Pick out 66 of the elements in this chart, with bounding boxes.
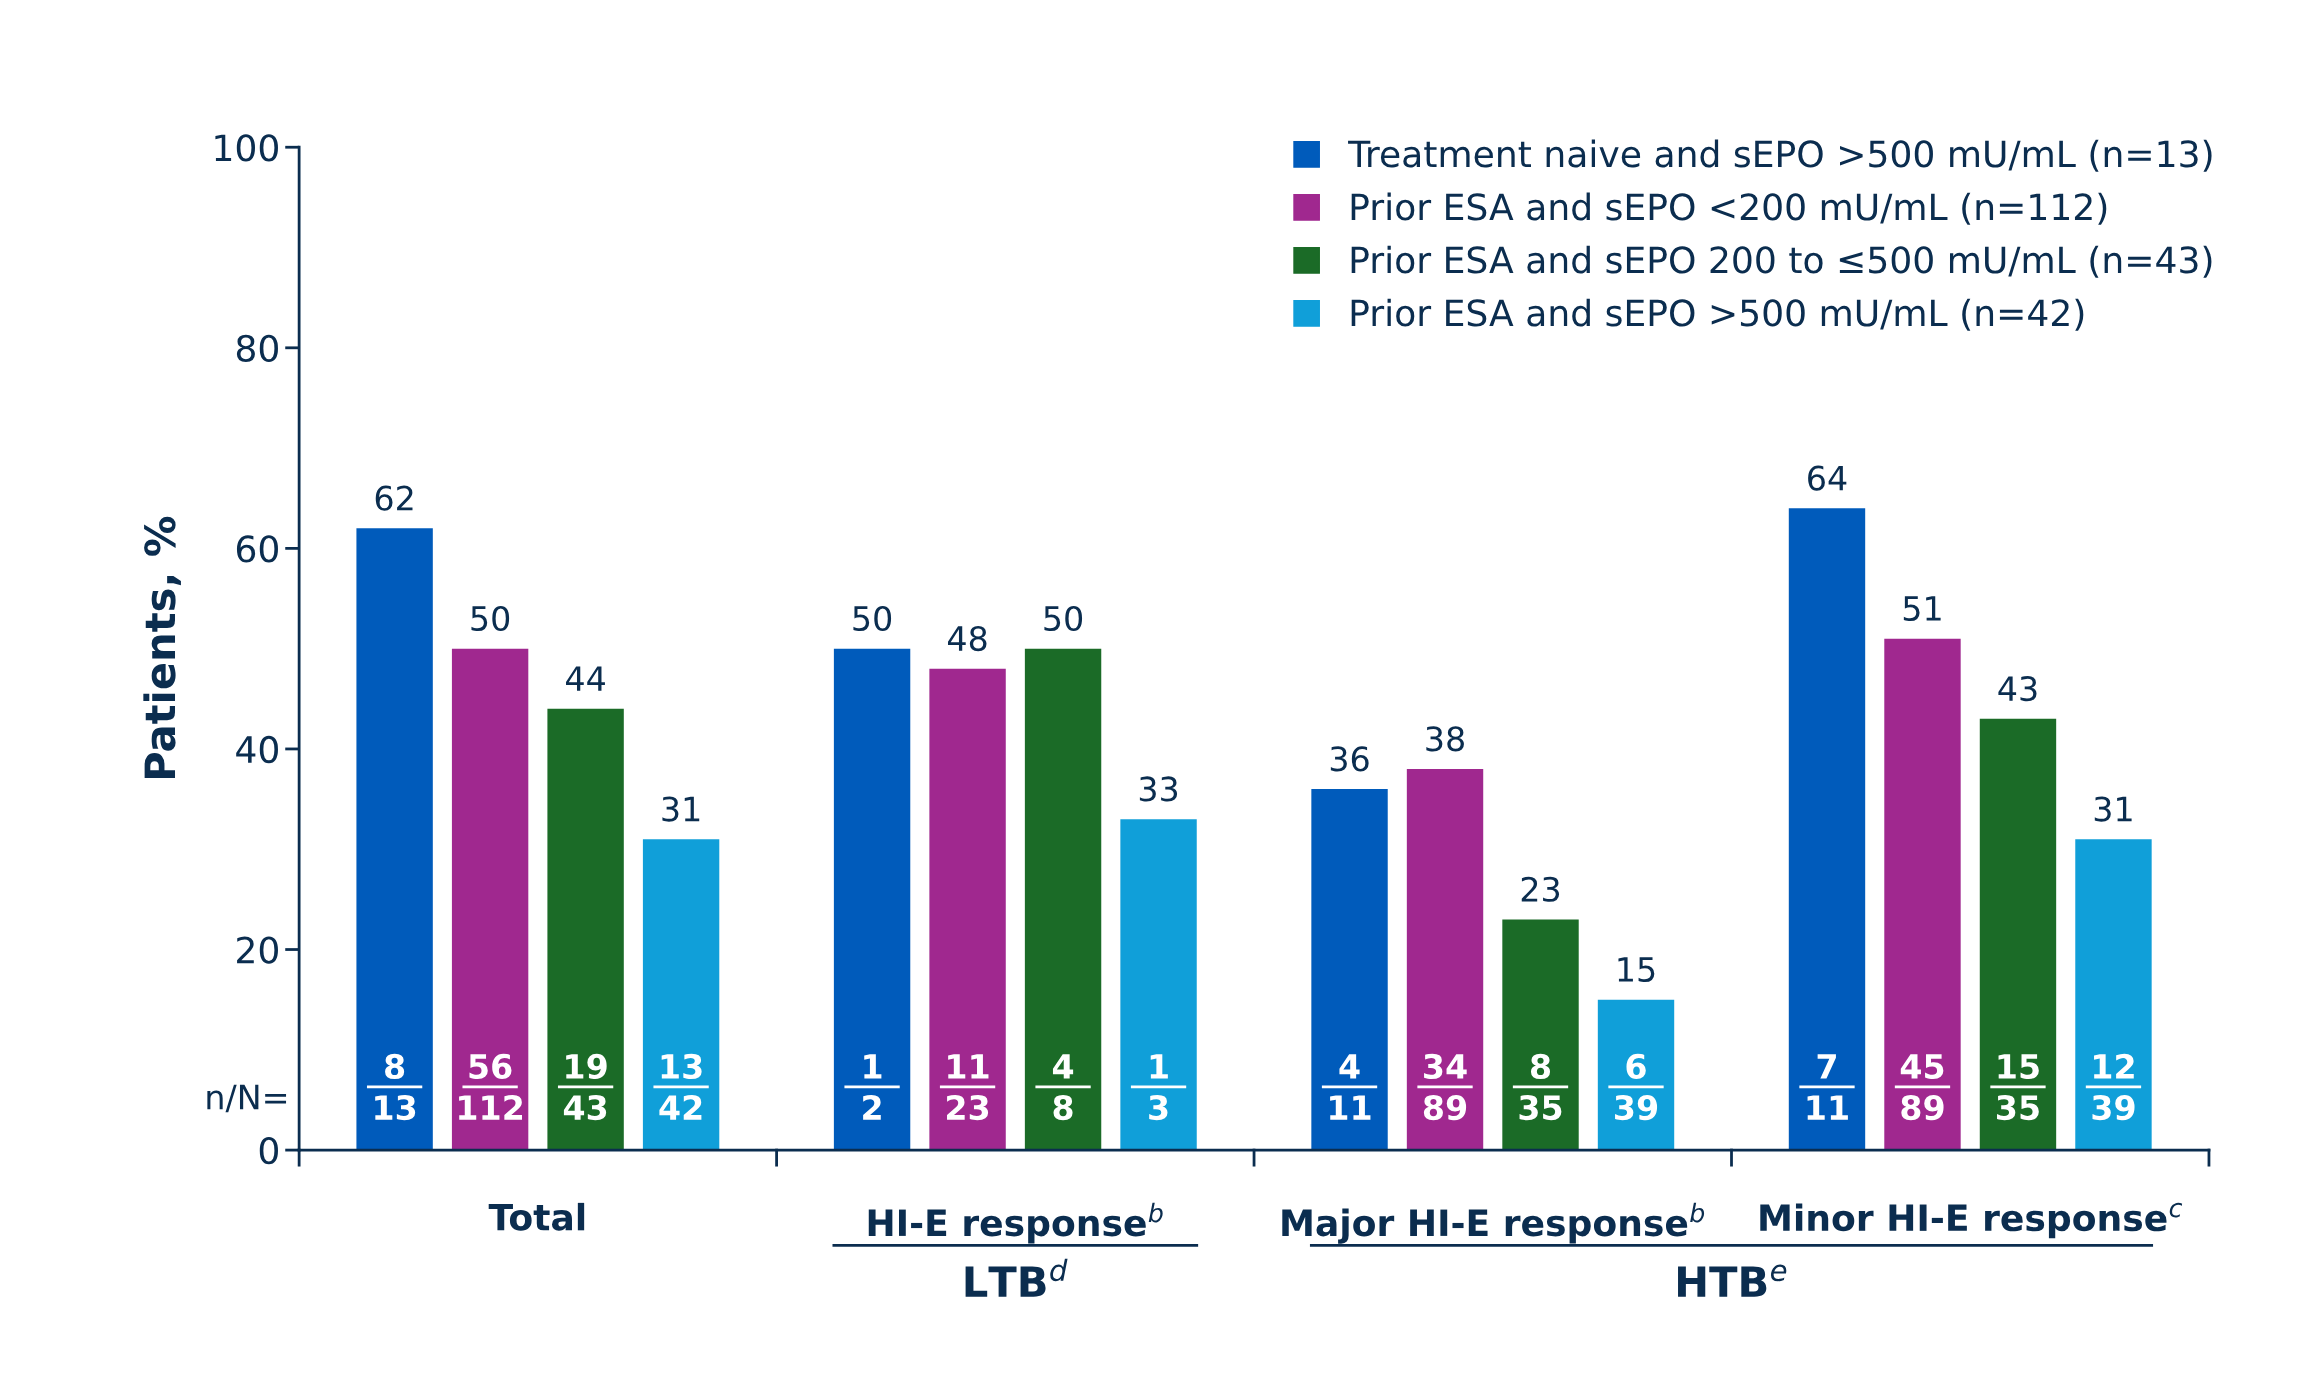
y-tick-label: 20 [237, 936, 278, 964]
bar [1024, 648, 1102, 1151]
bar [547, 708, 624, 1151]
annotation: 4 8 [1052, 1054, 1074, 1121]
legend-label: Prior ESA and sEPO >500 mU/mL (n=42) [1351, 298, 2084, 331]
data-label: 50 [1044, 605, 1083, 632]
bar [451, 648, 529, 1151]
text: LTB$^{d}$ [965, 1258, 1068, 1297]
annotation: 11 23 [947, 1054, 989, 1121]
y-tick-label: 80 [236, 334, 278, 363]
bar [833, 648, 911, 1151]
y-tick-label: 100 [215, 134, 278, 162]
data-label: 15 [1618, 957, 1655, 983]
annotation: 56 112 [459, 1053, 523, 1120]
data-label: 62 [375, 485, 413, 511]
legend-label: Prior ESA and sEPO 200 to ≤500 mU/mL (n=43) [1351, 245, 2212, 278]
text: HTB$^{e}$ [1678, 1264, 1787, 1297]
annotation: 1 2 [863, 1054, 882, 1120]
x-tick-label: HI-E response$^{b}$ [868, 1202, 1163, 1244]
data-label: 43 [1998, 676, 2037, 702]
bar [642, 839, 720, 1151]
data-label: 31 [662, 796, 700, 822]
annotation: 45 89 [1900, 1054, 1944, 1121]
data-label: 31 [2094, 796, 2132, 822]
annotation: 1 3 [1149, 1054, 1168, 1121]
x-tick-label: Minor HI-E response$^{c}$ [1760, 1202, 2183, 1239]
x-tick-label: Major HI-E response$^{b}$ [1282, 1202, 1705, 1244]
data-label: 36 [1330, 746, 1369, 772]
bar [1311, 789, 1388, 1151]
data-label: 23 [1521, 876, 1560, 902]
y-tick-label: 40 [236, 735, 278, 764]
bar [1597, 999, 1675, 1151]
y-tick-label: 60 [236, 535, 278, 563]
annotation: 7 11 [1807, 1054, 1848, 1120]
annotation: 8 35 [1519, 1053, 1562, 1121]
annotation: 8 13 [375, 1053, 416, 1121]
data-label: 48 [947, 625, 987, 652]
annotation: 6 39 [1615, 1053, 1658, 1121]
bar [1788, 508, 1866, 1151]
annotation: 15 35 [1997, 1054, 2039, 1121]
data-label: 50 [471, 605, 510, 632]
bar [1406, 769, 1484, 1151]
data-label: 64 [1808, 465, 1847, 491]
bar [929, 668, 1006, 1151]
annotation: 19 43 [563, 1053, 607, 1121]
data-label: 44 [566, 666, 605, 691]
x-tick-label: Total [488, 1202, 585, 1231]
annotation: 12 39 [2092, 1053, 2135, 1121]
y-axis-title: Patients, % [143, 516, 181, 779]
data-label: 33 [1139, 776, 1178, 802]
annotation: 34 89 [1423, 1053, 1467, 1121]
bar [356, 528, 433, 1151]
data-label: 50 [853, 605, 892, 632]
data-label: 38 [1426, 726, 1464, 752]
bar [1979, 718, 2057, 1151]
data-label: 51 [1903, 596, 1941, 622]
y-tick-label: 0 [259, 1137, 278, 1165]
annotation: 4 11 [1330, 1054, 1371, 1120]
bar [1120, 819, 1197, 1151]
bar [1884, 638, 1961, 1151]
legend-label: Prior ESA and sEPO <200 mU/mL (n=112) [1351, 192, 2107, 225]
bar [2075, 839, 2152, 1151]
text: n/N= [207, 1084, 287, 1113]
legend-label: Treatment naive and sEPO >500 mU/mL (n=13) [1348, 139, 2212, 172]
bar [1502, 919, 1579, 1151]
annotation: 13 42 [659, 1053, 702, 1120]
